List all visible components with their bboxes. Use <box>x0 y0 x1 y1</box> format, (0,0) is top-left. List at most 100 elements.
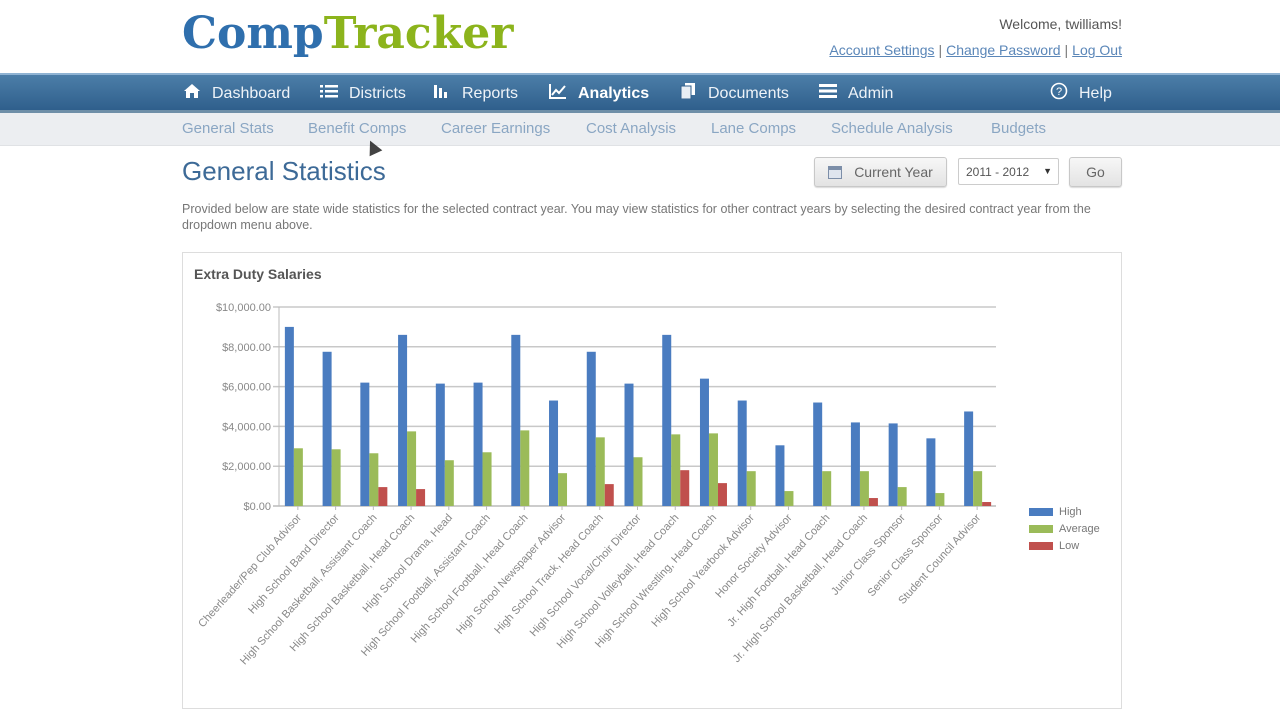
nav-label: Help <box>1079 84 1112 102</box>
bar-average[interactable] <box>859 471 869 506</box>
nav-districts[interactable]: Districts <box>319 75 406 112</box>
legend-label: Average <box>1059 522 1100 535</box>
bar-high[interactable] <box>586 351 596 506</box>
nav-admin[interactable]: Admin <box>818 75 893 112</box>
x-tick-label: Junior Class Sponsor <box>829 512 908 598</box>
bar-high[interactable] <box>624 383 634 506</box>
nav-reports[interactable]: Reports <box>432 75 518 112</box>
bar-high[interactable] <box>322 351 332 506</box>
bar-average[interactable] <box>822 471 832 506</box>
bar-average[interactable] <box>558 473 568 506</box>
bar-high[interactable] <box>511 334 521 506</box>
y-tick-label: $4,000.00 <box>222 421 271 433</box>
chart-legend: High Average Low <box>1029 503 1100 554</box>
y-tick-label: $8,000.00 <box>222 342 271 354</box>
help-icon: ? <box>1049 82 1069 105</box>
change-password-link[interactable]: Change Password <box>946 42 1061 58</box>
nav-label: Reports <box>462 84 519 102</box>
bar-average[interactable] <box>708 433 718 506</box>
subnav-benefit-comps[interactable]: Benefit Comps <box>308 120 407 137</box>
y-tick-label: $2,000.00 <box>222 461 271 473</box>
welcome-text: Welcome, twilliams! <box>999 16 1122 32</box>
bar-high[interactable] <box>737 400 747 506</box>
nav-analytics[interactable]: Analytics <box>548 75 649 112</box>
page-title: General Statistics <box>182 156 386 186</box>
bar-average[interactable] <box>746 471 756 506</box>
bar-high[interactable] <box>284 326 294 506</box>
nav-dashboard[interactable]: Dashboard <box>182 75 290 112</box>
nav-documents[interactable]: Documents <box>678 75 789 112</box>
legend-swatch <box>1029 524 1053 533</box>
bar-high[interactable] <box>775 445 785 506</box>
home-icon <box>182 83 202 104</box>
subnav-lane-comps[interactable]: Lane Comps <box>711 120 797 137</box>
bar-high[interactable] <box>850 422 860 506</box>
bar-low[interactable] <box>982 502 992 506</box>
bar-low[interactable] <box>378 487 388 506</box>
bar-high[interactable] <box>473 382 483 506</box>
chart-panel: Extra Duty Salaries $0.00 $2,000.00 $4,000… <box>182 252 1122 709</box>
bar-average[interactable] <box>369 453 379 506</box>
bar-high[interactable] <box>662 334 672 506</box>
go-button[interactable]: Go <box>1069 157 1122 187</box>
subnav-general-stats[interactable]: General Stats <box>182 120 274 137</box>
bar-high[interactable] <box>926 438 936 506</box>
bar-average[interactable] <box>444 460 454 506</box>
bar-average[interactable] <box>671 434 681 506</box>
list-icon <box>319 83 339 104</box>
bar-average[interactable] <box>935 493 945 506</box>
sliders-icon <box>818 83 838 104</box>
bar-high[interactable] <box>398 334 408 506</box>
bar-average[interactable] <box>293 448 303 506</box>
account-links: Account Settings | Change Password | Log Out <box>829 42 1122 58</box>
subnav-schedule-analysis[interactable]: Schedule Analysis <box>831 120 953 137</box>
bar-high[interactable] <box>888 423 898 506</box>
legend-label: Low <box>1059 539 1080 552</box>
bar-high[interactable] <box>813 402 823 506</box>
separator: | <box>938 42 943 58</box>
bar-average[interactable] <box>973 471 983 506</box>
bar-average[interactable] <box>595 437 605 506</box>
bar-average[interactable] <box>633 457 643 506</box>
separator: | <box>1064 42 1069 58</box>
bar-average[interactable] <box>331 449 341 506</box>
bar-low[interactable] <box>680 470 690 506</box>
subnav-cost-analysis[interactable]: Cost Analysis <box>586 120 677 137</box>
bar-average[interactable] <box>407 431 417 506</box>
logo-comp: Comp <box>182 8 324 59</box>
bar-high[interactable] <box>964 411 974 506</box>
legend-swatch <box>1029 507 1053 516</box>
current-year-button[interactable]: Current Year <box>814 157 947 187</box>
bar-low[interactable] <box>416 489 426 506</box>
bar-average[interactable] <box>784 491 794 506</box>
svg-text:?: ? <box>1056 86 1062 98</box>
bar-high[interactable] <box>699 378 709 506</box>
legend-average: Average <box>1029 520 1100 537</box>
nav-help[interactable]: ? Help <box>1049 75 1112 112</box>
bar-low[interactable] <box>717 483 727 506</box>
contract-year-select[interactable]: 2011 - 2012 ▼ <box>958 158 1059 185</box>
bar-average[interactable] <box>482 452 492 506</box>
bar-high[interactable] <box>549 400 559 506</box>
dropdown-arrow-icon: ▼ <box>1043 166 1052 176</box>
go-label: Go <box>1086 164 1105 180</box>
calendar-icon <box>828 165 843 179</box>
bar-low[interactable] <box>868 498 878 506</box>
log-out-link[interactable]: Log Out <box>1072 42 1122 58</box>
logo[interactable]: CompTracker <box>182 8 513 59</box>
bar-high[interactable] <box>360 382 370 506</box>
subnav-budgets[interactable]: Budgets <box>991 120 1047 137</box>
nav-label: Dashboard <box>212 84 291 102</box>
bar-average[interactable] <box>520 430 530 506</box>
y-tick-label: $0.00 <box>243 501 271 513</box>
account-settings-link[interactable]: Account Settings <box>829 42 935 58</box>
legend-high: High <box>1029 503 1100 520</box>
y-tick-label: $6,000.00 <box>222 382 271 394</box>
bar-high[interactable] <box>435 383 445 506</box>
subnav-career-earnings[interactable]: Career Earnings <box>441 120 551 137</box>
nav-label: Documents <box>708 84 789 102</box>
bar-low[interactable] <box>604 484 614 506</box>
logo-tracker: Tracker <box>323 8 514 59</box>
bar-average[interactable] <box>897 487 907 506</box>
main-nav: Dashboard Districts Reports Analytics Do… <box>0 73 1280 113</box>
